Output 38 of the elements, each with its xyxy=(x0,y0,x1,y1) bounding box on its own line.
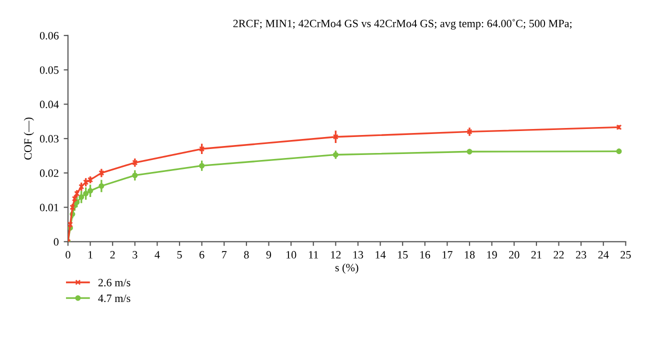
x-tick-label: 13 xyxy=(353,251,364,259)
x-tick-label: 20 xyxy=(509,251,520,259)
y-tick-label: 0.06 xyxy=(40,32,59,40)
legend-label: 4.7 m/s xyxy=(98,294,130,302)
x-tick-label: 18 xyxy=(464,251,475,259)
x-tick-label: 11 xyxy=(309,251,318,258)
x-tick-label: 17 xyxy=(442,251,452,258)
x-axis-title: s (%) xyxy=(335,264,358,274)
y-tick-label: 0.03 xyxy=(40,135,59,143)
y-axis-title: COF (—) xyxy=(24,118,34,160)
x-tick-label: 24 xyxy=(598,251,609,258)
x-tick-label: 22 xyxy=(554,251,564,258)
x-tick-label: 16 xyxy=(420,251,430,259)
x-tick-label: 5 xyxy=(177,251,182,259)
x-tick-label: 19 xyxy=(487,251,497,259)
x-tick-label: 9 xyxy=(266,251,272,259)
legend-label: 2.6 m/s xyxy=(98,278,130,286)
x-tick-label: 3 xyxy=(132,251,138,259)
x-tick-label: 25 xyxy=(620,251,631,259)
x-tick-label: 2 xyxy=(110,251,115,258)
x-tick-label: 14 xyxy=(376,251,386,258)
y-tick-label: 0.02 xyxy=(40,169,58,177)
y-tick-label: 0.04 xyxy=(40,100,59,108)
x-tick-label: 8 xyxy=(244,251,249,259)
x-tick-label: 1 xyxy=(88,251,92,258)
y-tick-label: 0.01 xyxy=(40,204,58,212)
x-tick-label: 21 xyxy=(531,251,542,258)
x-tick-label: 10 xyxy=(286,251,296,259)
x-tick-label: 12 xyxy=(331,251,341,258)
y-tick-label: 0 xyxy=(54,238,59,246)
x-tick-label: 23 xyxy=(576,251,586,259)
x-tick-label: 7 xyxy=(222,251,227,258)
x-tick-label: 4 xyxy=(154,251,160,258)
y-tick-label: 0.05 xyxy=(40,66,59,74)
x-tick-label: 15 xyxy=(398,251,408,259)
chart-title: 2RCF; MIN1; 42CrMo4 GS vs 42CrMo4 GS; avg temp: 64.00˚C; 500 MPa; xyxy=(233,19,572,30)
x-tick-label: 0 xyxy=(66,251,70,259)
x-tick-label: 6 xyxy=(200,251,204,259)
